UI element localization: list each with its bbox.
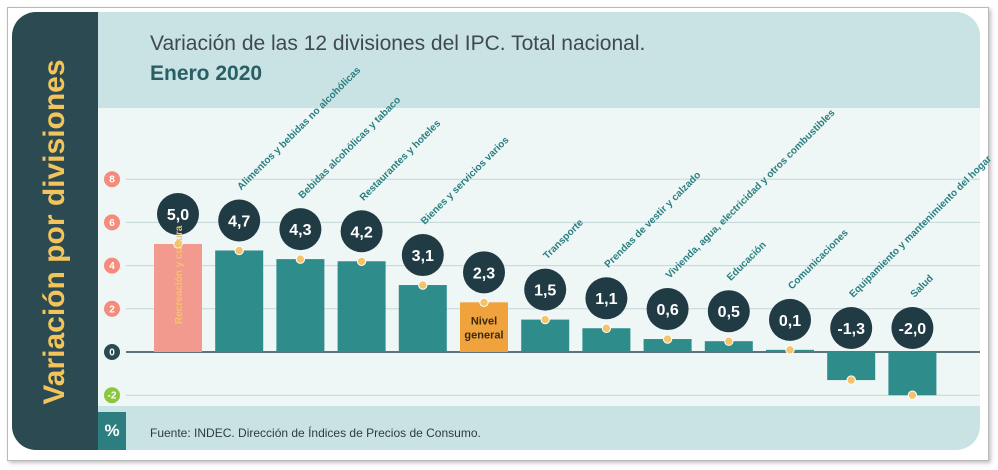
value-label: 5,0	[167, 207, 189, 224]
bar-end-dot	[907, 390, 918, 400]
inbar-label: general	[464, 329, 503, 341]
bar	[460, 302, 508, 352]
value-bubble	[891, 307, 934, 349]
value-bubble	[401, 234, 444, 277]
y-tick-badge	[104, 214, 120, 231]
bar-end-dot	[234, 245, 244, 256]
inbar-label: Nivel	[471, 315, 497, 327]
chart-subtitle: Enero 2020	[150, 62, 263, 85]
value-label: 4,2	[350, 224, 372, 241]
bar	[215, 250, 264, 352]
y-tick-badge	[104, 257, 120, 274]
value-label: 4,7	[228, 213, 250, 230]
bar-end-dot	[601, 323, 612, 333]
value-bubble	[340, 210, 383, 253]
bar	[154, 244, 202, 352]
value-label: 4,3	[289, 222, 311, 239]
bar-end-dot	[540, 314, 550, 325]
value-label: 0,5	[718, 304, 740, 321]
y-tick-label: 2	[109, 304, 115, 315]
value-label: 2,3	[473, 265, 495, 282]
y-tick-label: 6	[109, 218, 115, 229]
y-tick-label: 0	[109, 348, 115, 359]
value-bubble	[463, 251, 505, 294]
bar-end-dot	[173, 239, 183, 249]
bar-end-dot	[785, 345, 795, 355]
value-bubble	[646, 288, 689, 331]
y-tick-badge	[104, 171, 120, 188]
value-bubble	[218, 199, 261, 242]
bar	[521, 319, 570, 352]
value-bubble	[707, 290, 750, 333]
bar-end-dot	[662, 334, 673, 344]
value-label: 0,6	[656, 302, 678, 319]
value-bubble	[585, 277, 628, 320]
value-bubble	[157, 193, 199, 235]
value-label: 1,1	[595, 291, 617, 308]
bar	[337, 261, 386, 352]
bar-end-dot	[724, 336, 734, 346]
value-bubble	[279, 208, 322, 251]
y-tick-label: -2	[108, 391, 117, 402]
side-panel: Variación por divisiones	[12, 12, 98, 450]
value-label: -1,3	[837, 321, 865, 338]
value-label: 3,1	[412, 248, 434, 265]
source-note: Fuente: INDEC. Dirección de Índices de P…	[150, 426, 481, 440]
value-bubble	[524, 268, 567, 311]
value-label: 0,1	[779, 313, 801, 330]
value-label: 1,5	[534, 283, 556, 300]
y-tick-badge	[104, 344, 120, 360]
y-tick-label: 8	[109, 175, 115, 186]
bar-end-dot	[418, 280, 428, 290]
bar-end-dot	[295, 254, 306, 264]
y-tick-badge	[104, 387, 120, 404]
bar-end-dot	[479, 297, 489, 308]
value-label: -2,0	[899, 321, 927, 338]
unit-label: %	[98, 412, 126, 450]
bar	[704, 341, 753, 352]
title-block: Variación de las 12 divisiones del IPC. …	[150, 32, 645, 86]
chart-title: Variación de las 12 divisiones del IPC. …	[150, 32, 646, 55]
y-tick-badge	[104, 300, 120, 317]
bar-end-dot	[356, 256, 367, 266]
bar-end-dot	[846, 375, 856, 385]
bar	[643, 339, 692, 352]
y-tick-label: 4	[109, 261, 115, 272]
value-bubble	[769, 298, 811, 341]
inbar-label: Recreación y cultura	[174, 225, 185, 324]
bar	[582, 328, 631, 352]
bar	[276, 259, 325, 352]
bar	[888, 352, 937, 396]
value-bubble	[830, 307, 873, 349]
bar	[398, 285, 447, 352]
